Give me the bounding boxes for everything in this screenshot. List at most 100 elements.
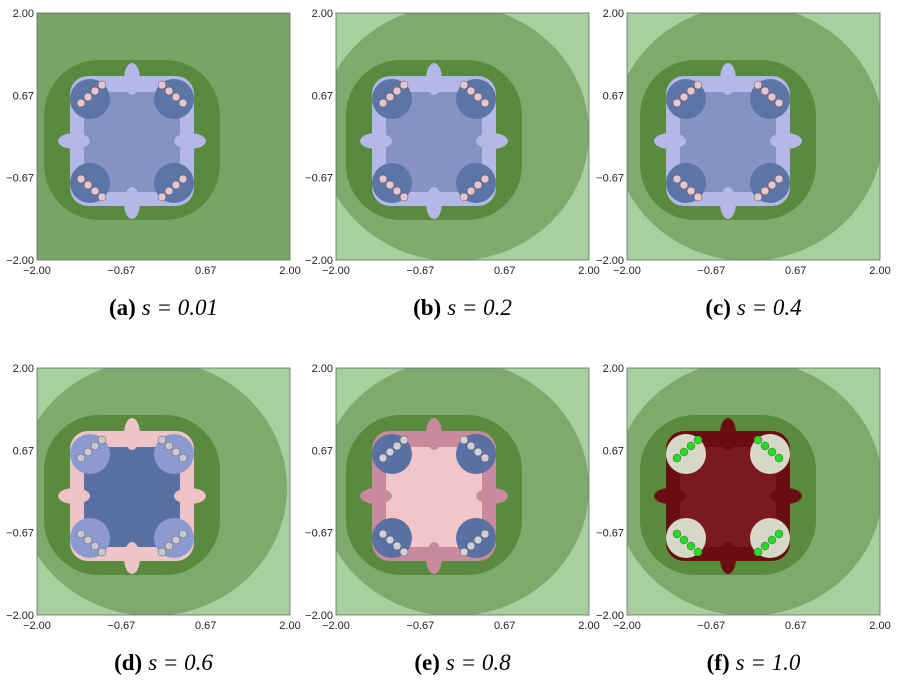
notch: [174, 133, 206, 149]
caption-label: (e): [414, 650, 440, 675]
inner-set: [84, 92, 180, 192]
bud: [385, 535, 395, 545]
bud: [686, 86, 696, 96]
caption-label: (d): [114, 650, 142, 675]
bud: [774, 174, 784, 184]
bud: [753, 192, 763, 202]
bud: [480, 174, 490, 184]
bud: [774, 529, 784, 539]
x-tick-label: −0.67: [697, 265, 725, 277]
bud: [760, 441, 770, 451]
bud: [385, 180, 395, 190]
bud: [774, 98, 784, 108]
y-tick-label: 2.00: [312, 363, 333, 375]
bud: [672, 174, 682, 184]
y-tick-label: −2.00: [6, 610, 34, 622]
notch: [174, 488, 206, 504]
x-tick-label: −2.00: [322, 620, 350, 632]
y-tick-label: 0.67: [13, 90, 34, 102]
y-tick-label: 0.67: [603, 445, 624, 457]
y-tick-label: −2.00: [596, 610, 624, 622]
bud: [672, 529, 682, 539]
x-tick-label: 2.00: [578, 265, 599, 277]
plot-frame: [626, 12, 881, 261]
bud: [378, 529, 388, 539]
y-tick-label: −2.00: [596, 255, 624, 267]
bud: [97, 192, 107, 202]
caption-label: (b): [413, 295, 441, 320]
bud: [767, 447, 777, 457]
fractal-image: [37, 368, 290, 615]
bud: [399, 80, 409, 90]
y-tick-label: 0.67: [13, 445, 34, 457]
panel: −2.00 −0.67 0.67 2.00 −2.00 −0.67 0.67 2.00: [6, 8, 301, 277]
bud: [767, 535, 777, 545]
bud: [679, 92, 689, 102]
bud: [97, 435, 107, 445]
plot-frame: [626, 367, 881, 616]
x-tick-label: 2.00: [578, 620, 599, 632]
caption-label: (a): [109, 295, 136, 320]
plot-frame: [36, 12, 291, 261]
fractal-image: [627, 368, 880, 615]
bud: [164, 441, 174, 451]
panel: −2.00 −0.67 0.67 2.00 −2.00 −0.67 0.67 2.00: [596, 8, 891, 277]
bud: [90, 541, 100, 551]
panel: −2.00 −0.67 0.67 2.00 −2.00 −0.67 0.67 2.00: [305, 8, 600, 277]
notch: [426, 418, 442, 450]
bud: [466, 441, 476, 451]
x-tick-label: −0.67: [107, 620, 135, 632]
y-tick-label: −2.00: [6, 255, 34, 267]
caption: (d) s = 0.6: [114, 650, 213, 675]
bud: [76, 529, 86, 539]
notch: [58, 488, 90, 504]
bud: [473, 180, 483, 190]
bud: [466, 541, 476, 551]
bud: [679, 535, 689, 545]
x-tick-label: −0.67: [697, 620, 725, 632]
y-tick-label: 0.67: [312, 90, 333, 102]
caption: (f) s = 1.0: [707, 650, 801, 675]
bud: [480, 453, 490, 463]
bud: [693, 547, 703, 557]
y-tick-label: −0.67: [596, 173, 624, 185]
inner-set: [386, 447, 482, 547]
notch: [360, 488, 392, 504]
bud: [767, 180, 777, 190]
notch: [58, 133, 90, 149]
bud: [178, 98, 188, 108]
panel: −2.00 −0.67 0.67 2.00 −2.00 −0.67 0.67 2.00: [596, 363, 891, 632]
x-tick-label: 2.00: [869, 265, 890, 277]
bud: [686, 186, 696, 196]
fractal-image: [336, 368, 589, 615]
x-tick-label: 2.00: [869, 620, 890, 632]
bud: [157, 547, 167, 557]
notch: [124, 418, 140, 450]
bud: [760, 541, 770, 551]
bud: [459, 192, 469, 202]
bud: [399, 435, 409, 445]
bud: [97, 80, 107, 90]
x-tick-label: −2.00: [613, 620, 641, 632]
y-tick-label: 2.00: [13, 363, 34, 375]
y-tick-label: 0.67: [312, 445, 333, 457]
inner-set: [680, 92, 776, 192]
bud: [385, 92, 395, 102]
caption-text: s = 0.8: [446, 650, 511, 675]
notch: [720, 63, 736, 95]
x-tick-label: 2.00: [279, 620, 300, 632]
caption: (a) s = 0.01: [109, 295, 218, 320]
bud: [753, 80, 763, 90]
bud: [157, 435, 167, 445]
bud: [753, 435, 763, 445]
x-tick-label: 0.67: [785, 265, 806, 277]
bud: [76, 174, 86, 184]
notch: [124, 63, 140, 95]
bud: [473, 92, 483, 102]
bud: [473, 535, 483, 545]
bud: [466, 186, 476, 196]
x-tick-label: 2.00: [279, 265, 300, 277]
fractal-image: [627, 13, 880, 260]
notch: [360, 133, 392, 149]
